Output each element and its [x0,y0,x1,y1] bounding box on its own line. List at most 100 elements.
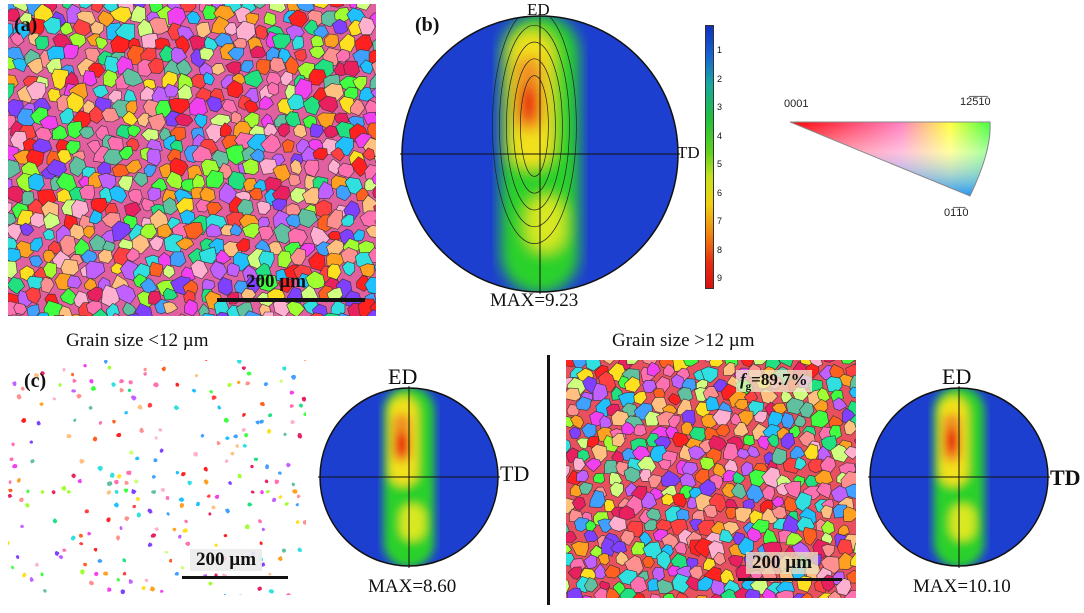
grain [359,263,375,278]
grain [8,83,15,101]
grain [241,427,246,432]
grain [820,504,833,520]
grain [647,578,661,592]
grain [89,379,94,384]
grain [146,148,162,167]
grain [734,399,749,411]
grain [744,588,761,598]
grain [73,418,77,422]
grain [633,424,647,437]
grain [211,63,226,76]
grain [112,312,121,316]
grain [225,436,230,440]
grain [265,490,270,494]
grain [762,587,777,598]
colorbar-tick: 2 [717,73,723,84]
grain [148,17,170,35]
grain [242,413,246,417]
ipf-triangle-overlay [790,122,991,196]
grain [134,479,139,484]
grain [175,382,180,387]
grain [79,4,93,9]
grain [570,541,589,558]
grain [794,456,807,471]
grain [69,223,86,241]
pole-label-ed-c1: ED [388,364,418,389]
grain [40,371,45,377]
grain [266,428,272,434]
grain [87,531,92,536]
grain [266,81,280,96]
grain [258,95,274,110]
grain [842,506,856,522]
panel-divider [547,355,550,605]
grain [233,434,238,439]
grain [162,287,178,301]
pole-figure-large [868,386,1050,568]
grain [136,512,142,518]
grain [720,588,737,598]
grain-map-small [8,360,306,595]
grain [747,445,761,458]
grain [128,450,134,455]
grain [77,478,82,484]
grain [43,300,64,316]
grain [566,387,582,402]
grain [731,482,747,500]
grain [116,577,121,582]
grain [597,553,610,566]
grain [365,225,376,238]
grain [42,228,55,241]
grain [583,577,599,593]
grain [8,159,21,179]
grain [330,299,346,316]
grain [8,202,13,214]
grain [59,22,74,36]
grain [656,550,672,571]
grain [353,229,365,242]
grain [226,79,244,99]
grain [186,10,201,25]
grain [289,390,295,395]
grain [642,556,655,569]
grain [111,382,116,388]
grain [78,126,95,140]
grain [40,490,45,494]
grain [279,70,294,87]
fraction-value: =89.7% [751,370,808,389]
grain [242,158,260,176]
grain [245,381,251,386]
grain [127,124,142,138]
grain [135,303,153,316]
grain [115,535,120,541]
grain [70,313,83,316]
grain [133,171,149,188]
grain [241,223,261,239]
grain [843,446,856,460]
grain [112,419,116,424]
grain [281,138,295,153]
grain [681,409,696,426]
grain [673,541,687,555]
grain [88,405,93,410]
grain [102,571,109,576]
grain [302,520,306,525]
grain [693,537,713,559]
grain [174,112,194,127]
grain [279,379,283,384]
grain [179,502,185,509]
grain [700,366,719,384]
grain [593,587,610,598]
grain [216,440,221,446]
grain [153,382,159,388]
grain [295,519,300,524]
grain [76,393,82,399]
grain [98,421,102,425]
grain [184,519,188,524]
grain [11,442,16,447]
grain [58,305,73,316]
grain [127,388,132,393]
grain [235,20,256,43]
grain [601,537,616,557]
grain [202,313,215,316]
